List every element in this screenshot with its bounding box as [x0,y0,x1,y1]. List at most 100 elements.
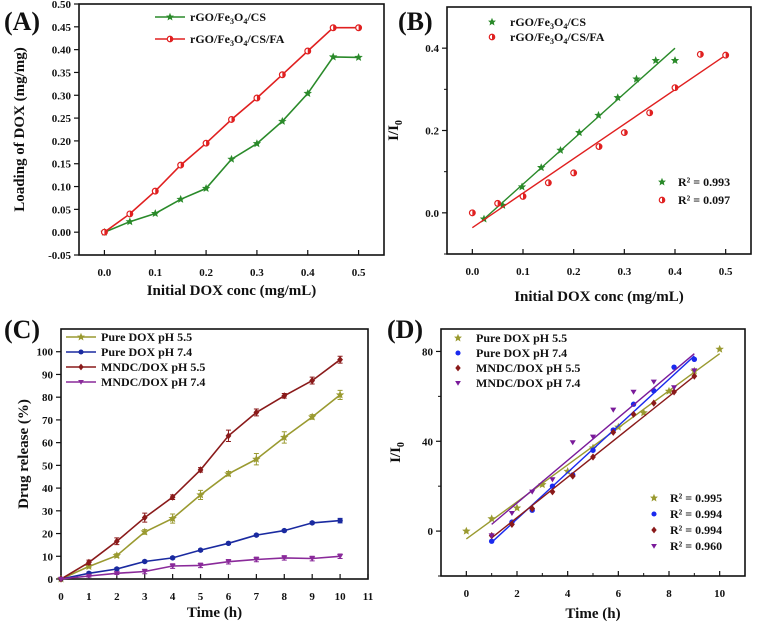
data-point [169,563,176,569]
panel-d: (D) 0 2 4 6 8 10 0 40 80 Time (h) I/I0 Pure DOX pH 5… [387,315,746,622]
x-tick-label: 2 [114,591,120,603]
legend-item: MNDC/DOX pH 7.4 [455,376,580,390]
y-tick-label: 0.4 [425,43,439,55]
data-point [639,408,648,417]
data-point [589,434,597,440]
data-point [650,399,657,407]
data-point [337,356,343,364]
data-point [252,139,262,148]
data-point [281,392,288,400]
data-point [337,554,344,560]
r2-legend-item: R² = 0.097 [658,193,730,207]
x-tick-label: 0.1 [148,267,162,279]
data-point [613,93,622,102]
x-tick-label: 10 [335,591,347,603]
data-point [650,379,657,385]
series-mndc-dox-ph-5-5 [58,355,343,583]
data-point [529,505,536,513]
r2-marker [658,177,666,186]
data-point [519,192,527,200]
series-rgo-fe3o4-cs [479,47,680,223]
x-tick-label: 0 [464,588,470,600]
panel-label: (A) [4,7,40,36]
data-point [176,194,185,203]
legend-label: Pure DOX pH 5.5 [476,331,567,345]
marker-half [725,52,729,59]
x-tick-label: 8 [282,591,288,603]
marker-half [155,188,159,194]
data-point [253,408,260,417]
data-point [253,557,260,563]
y-tick-label: 0.30 [52,90,72,102]
legend-marker [455,380,461,386]
y-tick-label: 100 [37,347,54,359]
marker-half [104,229,108,236]
marker-half [624,129,628,136]
data-point [594,110,603,119]
x-tick-label: 0.3 [617,266,631,278]
data-point [620,129,628,137]
y-tick-label: 0.15 [52,159,72,171]
series-line [103,26,359,233]
data-point [84,562,94,571]
legend-marker [166,12,174,21]
marker-half [358,24,362,31]
data-point [253,94,261,102]
data-point [487,514,496,523]
legend-label: MNDC/DOX pH 7.4 [476,376,580,390]
legend-item: Pure DOX pH 7.4 [66,345,192,359]
data-point [715,344,724,353]
y-axis-title: Loading of DOX (mg/mg) [12,47,28,212]
x-tick-label: 5 [198,591,204,603]
panel-label: (B) [398,7,433,36]
data-point [537,163,546,172]
y-tick-label: 0.50 [52,0,72,11]
marker-half [548,179,552,186]
data-point [569,440,576,446]
r2-label: R² = 0.097 [678,193,730,207]
marker-half [180,162,184,168]
marker-half [573,170,577,176]
data-point [86,558,92,567]
data-point [696,50,704,58]
data-point [671,385,678,391]
legend-marker [455,350,461,356]
data-point [556,145,565,154]
data-point [309,556,316,562]
plot-frame [78,3,385,256]
legend-label: Pure DOX pH 7.4 [476,346,567,360]
data-point [670,56,680,65]
legend-item: rGO/Fe3O4/CS [488,15,586,31]
data-point [169,493,176,501]
data-point [509,520,515,528]
data-point [671,364,677,370]
plot-frame [60,328,369,580]
data-point [309,376,316,385]
legend-item: rGO/Fe3O4/CS/FA [155,32,285,48]
marker-half [662,197,665,203]
data-point [664,386,674,395]
y-tick-label: 0.40 [52,45,72,57]
y-tick-label: 0.35 [52,67,72,79]
x-tick-label: 10 [714,588,726,600]
x-tick-label: 0 [58,591,64,603]
legend-marker [78,363,84,371]
marker-half [170,36,173,42]
x-tick-label: 0.3 [250,267,264,279]
data-point [309,520,315,526]
legend-marker [454,333,462,342]
x-tick-label: 0.1 [516,266,530,278]
r2-marker [658,196,666,204]
marker-half [129,211,133,217]
y-tick-label: 0.25 [52,113,72,125]
data-point [225,559,232,565]
x-tick-label: 6 [616,588,622,600]
data-point [632,74,641,83]
data-point [278,116,287,125]
series-mndc-dox-ph-7-4 [488,353,698,539]
data-point [544,179,552,187]
panel-label: (D) [387,315,423,344]
legend-label: Pure DOX pH 5.5 [101,330,192,344]
data-point [197,466,204,474]
data-point [201,184,211,192]
